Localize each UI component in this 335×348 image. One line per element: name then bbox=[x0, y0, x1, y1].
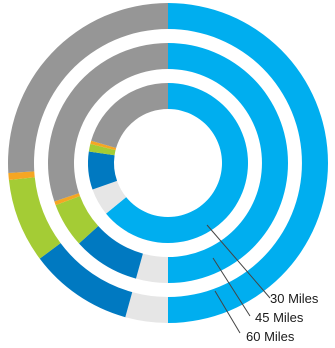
ring-2-segment-6 bbox=[48, 43, 168, 202]
label-45-miles: 45 Miles bbox=[255, 310, 304, 325]
ring-3-segment-3 bbox=[39, 243, 133, 318]
ring-3-segment-6 bbox=[7, 3, 168, 174]
ring-3-segment-5 bbox=[8, 171, 35, 181]
leader-line-30-miles bbox=[206, 224, 271, 299]
label-30-miles: 30 Miles bbox=[270, 291, 319, 306]
ring-2-segment-3 bbox=[78, 226, 143, 279]
ring-1-segment-1 bbox=[106, 83, 248, 244]
ring-1-segment-5 bbox=[90, 140, 117, 151]
ring-2-segment-4 bbox=[55, 195, 99, 244]
ring-2-segment-5 bbox=[54, 193, 80, 206]
donut-rings bbox=[7, 3, 328, 323]
ring-1-segment-4 bbox=[88, 143, 116, 156]
ring-2-segment-2 bbox=[135, 253, 168, 283]
ring-labels: 30 Miles 45 Miles 60 Miles bbox=[206, 224, 319, 344]
leader-line-45-miles bbox=[212, 257, 251, 317]
ring-3-segment-1 bbox=[168, 3, 328, 323]
ring-3-segment-4 bbox=[8, 177, 61, 259]
ring-3-segment-2 bbox=[125, 292, 168, 323]
ring-1-segment-6 bbox=[91, 83, 168, 148]
ring-1-segment-2 bbox=[92, 180, 127, 214]
label-60-miles: 60 Miles bbox=[246, 329, 295, 344]
ring-1-segment-3 bbox=[88, 151, 118, 190]
leader-line-60-miles bbox=[214, 290, 241, 334]
ring-2-segment-1 bbox=[168, 43, 288, 283]
